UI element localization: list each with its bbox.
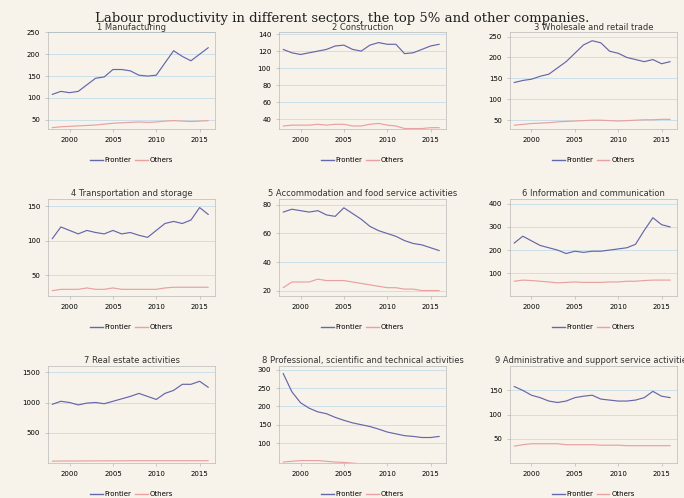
Title: 3 Wholesale and retail trade: 3 Wholesale and retail trade <box>534 22 653 31</box>
Title: 4 Transportation and storage: 4 Transportation and storage <box>70 189 192 199</box>
Title: 2 Construction: 2 Construction <box>332 22 393 31</box>
Title: 7 Real estate activities: 7 Real estate activities <box>83 357 180 366</box>
Legend: Frontier, Others: Frontier, Others <box>549 489 637 498</box>
Legend: Frontier, Others: Frontier, Others <box>318 322 407 333</box>
Legend: Frontier, Others: Frontier, Others <box>88 489 176 498</box>
Title: 5 Accommodation and food service activities: 5 Accommodation and food service activit… <box>268 189 457 199</box>
Legend: Frontier, Others: Frontier, Others <box>549 322 637 333</box>
Legend: Frontier, Others: Frontier, Others <box>88 322 176 333</box>
Title: 1 Manufacturing: 1 Manufacturing <box>97 22 166 31</box>
Title: 9 Administrative and support service activities: 9 Administrative and support service act… <box>495 357 684 366</box>
Text: Labour productivity in different sectors, the top 5% and other companies.: Labour productivity in different sectors… <box>95 12 589 25</box>
Title: 8 Professional, scientific and technical activities: 8 Professional, scientific and technical… <box>261 357 464 366</box>
Title: 6 Information and communication: 6 Information and communication <box>522 189 665 199</box>
Legend: Frontier, Others: Frontier, Others <box>88 154 176 166</box>
Legend: Frontier, Others: Frontier, Others <box>318 489 407 498</box>
Legend: Frontier, Others: Frontier, Others <box>549 154 637 166</box>
Legend: Frontier, Others: Frontier, Others <box>318 154 407 166</box>
